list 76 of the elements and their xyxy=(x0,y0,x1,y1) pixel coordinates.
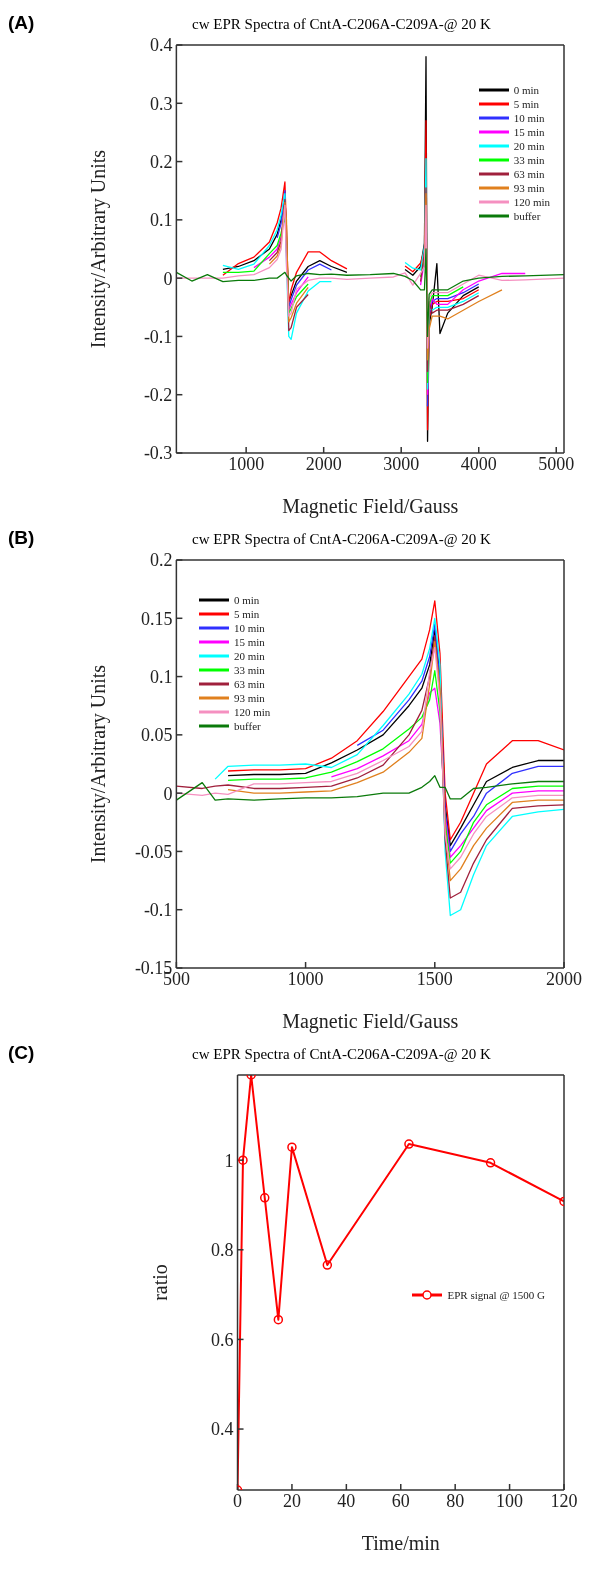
text: (B) xyxy=(8,527,35,548)
text: (C) xyxy=(8,1042,35,1063)
point xyxy=(485,1158,496,1168)
legend-label: 5 min xyxy=(234,607,260,621)
legend-label: 0 min xyxy=(513,83,539,97)
y-tick-label: 0.8 xyxy=(211,1240,234,1261)
x-tick-label: 100 xyxy=(496,1490,524,1511)
legend-label: 15 min xyxy=(234,635,265,649)
legend-label: 20 min xyxy=(234,649,265,663)
legend-label: 93 min xyxy=(513,181,545,195)
legend-label: buffer xyxy=(234,719,261,733)
y-tick-label: 0.1 xyxy=(149,666,173,687)
chart-title: cw EPR Spectra of CntA-C206A-C209A-@ 20 K xyxy=(191,16,492,33)
y-tick-label: -0.1 xyxy=(143,326,173,347)
point xyxy=(259,1193,270,1203)
y-tick-label: 0.4 xyxy=(149,35,173,56)
legend-label: 63 min xyxy=(234,677,265,691)
x-tick-label: 80 xyxy=(446,1490,465,1511)
x-axis-title: Magnetic Field/Gauss xyxy=(282,1010,459,1033)
point xyxy=(404,1139,414,1149)
x-tick-label: 1000 xyxy=(287,968,324,989)
y-axis-title: Intensity/Arbitrary Units xyxy=(87,149,111,349)
x-tick-label: 4000 xyxy=(460,453,497,474)
y-axis-title: Intensity/Arbitrary Units xyxy=(87,664,111,864)
chart-title: cw EPR Spectra of CntA-C206A-C209A-@ 20 K xyxy=(191,531,492,548)
y-tick-label: 0.2 xyxy=(149,550,173,571)
legend-label: 20 min xyxy=(513,139,545,153)
legend-label: 63 min xyxy=(513,167,545,181)
x-tick-label: 20 xyxy=(282,1490,301,1511)
y-tick-label: -0.05 xyxy=(134,841,173,862)
x-tick-label: 60 xyxy=(391,1490,410,1511)
legend-label: buffer xyxy=(513,209,541,223)
y-tick-label: 0.4 xyxy=(211,1419,234,1440)
y-tick-label: 0.1 xyxy=(149,210,173,231)
x-tick-label: 120 xyxy=(550,1490,578,1511)
y-tick-label: 0.3 xyxy=(149,93,173,114)
y-axis-title: ratio xyxy=(148,1264,171,1301)
y-tick-label: 0 xyxy=(163,268,173,289)
x-axis-title: Magnetic Field/Gauss xyxy=(282,495,459,518)
point xyxy=(273,1314,284,1325)
legend-label: 120 min xyxy=(234,705,271,719)
line-series xyxy=(237,1075,564,1490)
line-series xyxy=(176,775,564,801)
chart-title: cw EPR Spectra of CntA-C206A-C209A-@ 20 K xyxy=(191,1046,492,1063)
legend-label: 15 min xyxy=(513,125,545,139)
y-tick-label: 0.6 xyxy=(211,1329,234,1350)
line-series xyxy=(176,248,564,338)
point xyxy=(287,1142,297,1152)
x-tick-label: 3000 xyxy=(383,453,420,474)
x-tick-label: 2000 xyxy=(305,453,342,474)
y-tick-label: 0.05 xyxy=(140,725,173,746)
legend-label: 120 min xyxy=(513,195,550,209)
x-tick-label: 40 xyxy=(337,1490,356,1511)
y-tick-label: 0 xyxy=(163,783,173,804)
y-tick-label: -0.1 xyxy=(143,900,173,921)
y-tick-label: -0.3 xyxy=(143,443,173,464)
legend-label: 33 min xyxy=(234,663,265,677)
x-tick-label: 1500 xyxy=(416,968,453,989)
legend-label: 33 min xyxy=(513,153,545,167)
x-tick-label: 5000 xyxy=(538,453,575,474)
legend-label: 10 min xyxy=(513,111,545,125)
point xyxy=(322,1260,333,1270)
legend-label: EPR signal @ 1500 G xyxy=(447,1288,545,1302)
legend-label: 10 min xyxy=(234,621,265,635)
legend-label: 93 min xyxy=(234,691,265,705)
point xyxy=(238,1155,248,1165)
x-axis-title: Time/min xyxy=(361,1532,440,1554)
legend-label: 0 min xyxy=(234,593,260,607)
x-tick-label: 2000 xyxy=(546,968,582,989)
x-tick-label: 1000 xyxy=(228,453,265,474)
y-tick-label: -0.2 xyxy=(143,385,173,406)
y-tick-label: 0.2 xyxy=(149,151,173,172)
y-tick-label: 1 xyxy=(224,1150,234,1171)
text: (A) xyxy=(8,12,35,33)
y-tick-label: 0.15 xyxy=(140,608,173,629)
legend-label: 5 min xyxy=(513,97,539,111)
